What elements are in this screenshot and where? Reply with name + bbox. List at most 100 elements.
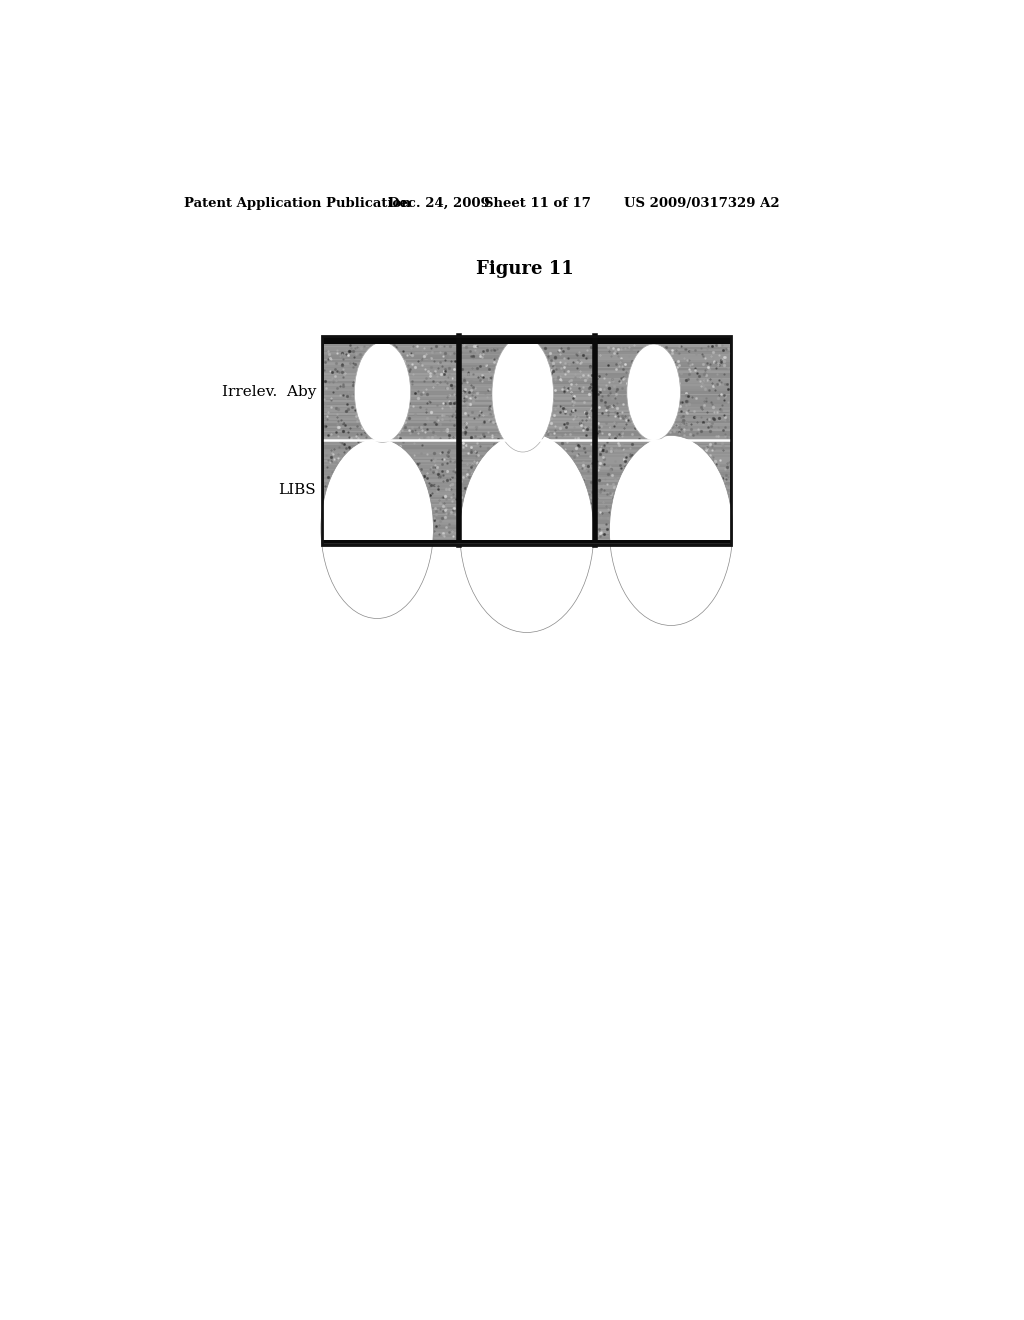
Bar (324, 529, 458, 531)
Bar (460, 418, 594, 420)
Bar (460, 359, 594, 360)
Bar (460, 447, 594, 449)
Bar (460, 457, 594, 459)
Bar (324, 511, 458, 512)
Bar (324, 375, 458, 376)
Bar (324, 354, 458, 355)
Bar (324, 491, 458, 492)
Bar (324, 442, 458, 444)
Text: Sheet 11 of 17: Sheet 11 of 17 (484, 197, 592, 210)
Bar (324, 512, 458, 513)
Bar (324, 348, 458, 351)
Text: Irrelev.  Aby: Irrelev. Aby (222, 385, 316, 399)
Bar (596, 352, 730, 354)
Bar (460, 441, 594, 540)
Bar (460, 347, 594, 348)
Bar (460, 500, 594, 502)
Bar (460, 413, 594, 414)
Bar (596, 537, 730, 539)
Bar (460, 441, 594, 442)
Bar (324, 385, 458, 388)
Bar (324, 383, 458, 384)
Bar (460, 374, 594, 375)
Bar (324, 524, 458, 525)
Bar (460, 533, 594, 536)
Bar (596, 371, 730, 374)
Bar (324, 376, 458, 378)
Bar (460, 363, 594, 364)
Bar (324, 404, 458, 405)
Bar (596, 412, 730, 413)
Bar (596, 430, 730, 433)
Bar (324, 487, 458, 488)
Bar (460, 488, 594, 491)
Text: 2μg: 2μg (512, 561, 542, 574)
Bar (460, 437, 594, 438)
Bar (323, 337, 731, 545)
Bar (596, 422, 730, 425)
Bar (324, 352, 458, 354)
Bar (460, 512, 594, 513)
Bar (324, 356, 458, 359)
Bar (324, 421, 458, 422)
Bar (596, 388, 730, 389)
Bar (596, 362, 730, 363)
Bar (460, 345, 594, 441)
Bar (596, 487, 730, 488)
Bar (596, 385, 730, 388)
Bar (596, 411, 730, 412)
Bar (460, 393, 594, 396)
Bar (596, 433, 730, 434)
Bar (324, 392, 458, 393)
Bar (324, 346, 458, 347)
Bar (324, 441, 458, 442)
Bar (460, 516, 594, 517)
Bar (596, 463, 730, 466)
Bar (596, 531, 730, 532)
Bar (596, 453, 730, 454)
Bar (460, 507, 594, 508)
Bar (596, 475, 730, 477)
Bar (324, 360, 458, 362)
Bar (324, 437, 458, 438)
Bar (324, 455, 458, 457)
Bar (324, 407, 458, 408)
Ellipse shape (354, 342, 411, 442)
Ellipse shape (321, 438, 433, 619)
Bar (324, 467, 458, 469)
Bar (596, 511, 730, 512)
Bar (596, 477, 730, 479)
Bar (460, 463, 594, 466)
Bar (460, 462, 594, 463)
Bar (324, 536, 458, 537)
Bar (324, 539, 458, 540)
Bar (596, 438, 730, 441)
Bar (596, 461, 730, 462)
Bar (460, 442, 594, 444)
Bar (460, 381, 594, 383)
Bar (460, 351, 594, 352)
Bar (596, 384, 730, 385)
Bar (324, 430, 458, 433)
Bar (324, 466, 458, 467)
Bar (324, 532, 458, 533)
Bar (460, 407, 594, 408)
Bar (460, 461, 594, 462)
Bar (596, 441, 730, 442)
Bar (460, 360, 594, 362)
Bar (460, 474, 594, 475)
Text: 1μg: 1μg (376, 561, 406, 574)
Bar (324, 484, 458, 486)
Bar (324, 531, 458, 532)
Bar (596, 484, 730, 486)
Bar (460, 399, 594, 400)
Bar (460, 519, 594, 520)
Bar (596, 400, 730, 401)
Bar (324, 447, 458, 449)
Bar (460, 428, 594, 429)
Bar (596, 399, 730, 400)
Bar (596, 348, 730, 351)
Bar (324, 408, 458, 411)
Bar (324, 420, 458, 421)
Bar (596, 450, 730, 453)
